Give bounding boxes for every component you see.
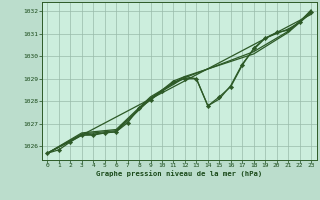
- X-axis label: Graphe pression niveau de la mer (hPa): Graphe pression niveau de la mer (hPa): [96, 170, 262, 177]
